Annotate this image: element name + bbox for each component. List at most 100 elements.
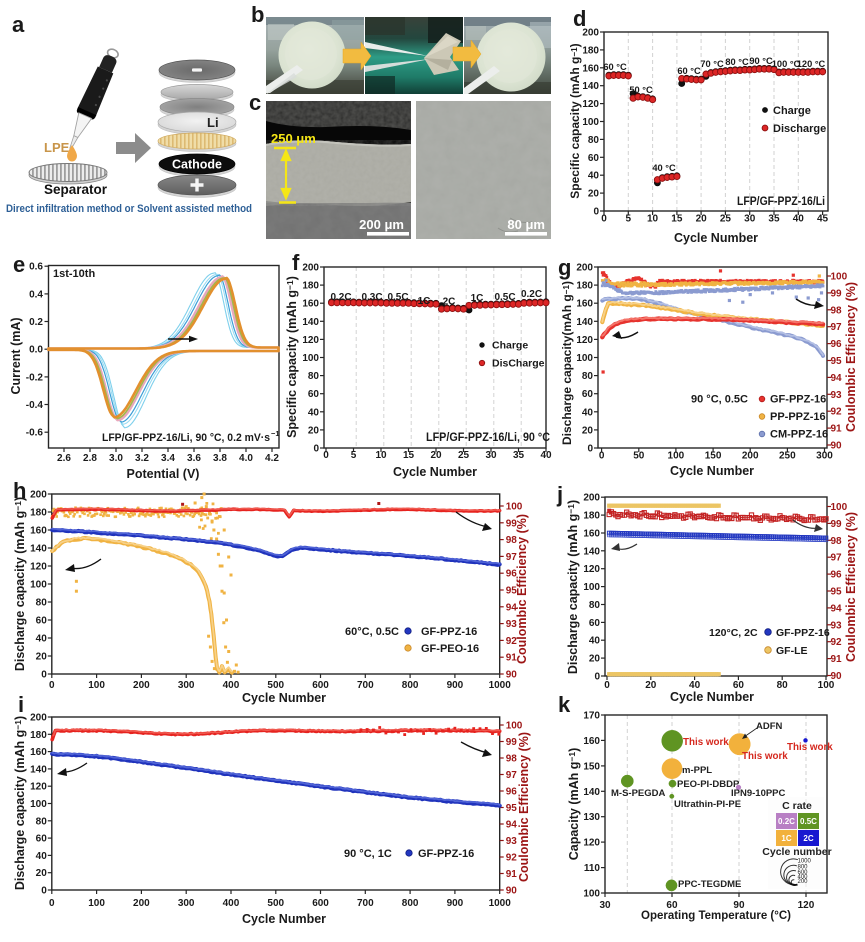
svg-text:Discharge: Discharge <box>773 123 826 135</box>
svg-text:100: 100 <box>302 353 319 364</box>
svg-text:200: 200 <box>302 263 319 274</box>
svg-text:-0.6: -0.6 <box>26 428 44 439</box>
svg-text:90 °C, 0.5C: 90 °C, 0.5C <box>691 394 748 406</box>
svg-text:60: 60 <box>36 834 48 845</box>
svg-text:0: 0 <box>594 672 600 683</box>
svg-text:Coulombic Efficiency (%): Coulombic Efficiency (%) <box>517 732 531 882</box>
svg-text:500: 500 <box>267 680 284 691</box>
svg-text:Cycle Number: Cycle Number <box>242 912 326 926</box>
svg-text:LFP/GF-PPZ-16/Li: LFP/GF-PPZ-16/Li <box>737 194 825 208</box>
svg-text:140: 140 <box>583 787 600 798</box>
svg-text:Coulombic Efficiency (%): Coulombic Efficiency (%) <box>515 514 529 664</box>
svg-text:180: 180 <box>30 730 47 741</box>
svg-text:120: 120 <box>583 838 600 849</box>
svg-text:160: 160 <box>582 63 599 74</box>
svg-text:Cycle Number: Cycle Number <box>670 464 754 478</box>
svg-text:0.5C: 0.5C <box>800 817 817 826</box>
svg-text:0: 0 <box>49 898 55 909</box>
svg-text:m-PPL: m-PPL <box>682 765 712 776</box>
svg-text:140: 140 <box>302 317 319 328</box>
svg-text:98: 98 <box>831 536 843 547</box>
svg-text:90: 90 <box>506 670 518 681</box>
svg-text:60 °C: 60 °C <box>603 62 627 72</box>
svg-text:1000: 1000 <box>489 680 512 691</box>
svg-text:Coulombic Efficiency (%): Coulombic Efficiency (%) <box>844 282 858 432</box>
svg-text:35: 35 <box>513 450 525 461</box>
svg-text:100: 100 <box>583 889 600 900</box>
svg-text:1000: 1000 <box>489 898 512 909</box>
svg-text:LFP/GF-PPZ-16/Li, 90 °C, 0.2 m: LFP/GF-PPZ-16/Li, 90 °C, 0.2 mV·s <box>102 432 270 444</box>
svg-text:GF-LE: GF-LE <box>776 645 808 657</box>
svg-text:Discharge capacity (mAh g−1): Discharge capacity (mAh g−1) <box>566 500 580 674</box>
svg-text:40: 40 <box>36 851 48 862</box>
svg-text:j: j <box>556 482 563 507</box>
svg-text:LPE: LPE <box>44 140 70 155</box>
svg-text:70 °C: 70 °C <box>700 59 724 69</box>
svg-text:Specific capacity (mAh g−1): Specific capacity (mAh g−1) <box>285 276 299 438</box>
svg-text:150: 150 <box>705 451 722 462</box>
svg-text:97: 97 <box>506 770 518 781</box>
svg-text:150: 150 <box>583 761 600 772</box>
svg-text:Capacity (mAh g−1): Capacity (mAh g−1) <box>567 748 581 861</box>
svg-text:120: 120 <box>798 900 815 911</box>
svg-text:20: 20 <box>36 868 48 879</box>
svg-text:3.8: 3.8 <box>213 453 227 464</box>
svg-text:0.2C: 0.2C <box>778 817 795 826</box>
svg-text:160: 160 <box>30 747 47 758</box>
svg-text:99: 99 <box>506 737 518 748</box>
svg-text:100: 100 <box>88 680 105 691</box>
svg-text:Discharge capacity (mAh g−1): Discharge capacity (mAh g−1) <box>13 716 27 890</box>
svg-text:0: 0 <box>587 444 593 455</box>
svg-text:95: 95 <box>506 803 518 814</box>
svg-text:180: 180 <box>576 281 593 292</box>
svg-text:Separator: Separator <box>44 182 108 197</box>
svg-text:35: 35 <box>768 214 780 225</box>
svg-text:100: 100 <box>818 680 835 691</box>
svg-text:90 °C: 90 °C <box>749 56 773 66</box>
svg-text:40: 40 <box>793 214 805 225</box>
svg-text:1C: 1C <box>471 293 484 304</box>
svg-text:200 μm: 200 μm <box>359 217 404 232</box>
svg-text:C rate: C rate <box>782 800 812 812</box>
svg-text:60: 60 <box>36 616 48 627</box>
svg-text:200: 200 <box>576 263 593 274</box>
svg-text:20: 20 <box>589 654 601 665</box>
svg-text:f: f <box>292 250 300 275</box>
svg-text:3.6: 3.6 <box>187 453 201 464</box>
svg-text:a: a <box>12 12 25 37</box>
svg-text:4.0: 4.0 <box>239 453 253 464</box>
svg-text:0.2: 0.2 <box>29 317 43 328</box>
svg-text:120 °C: 120 °C <box>797 59 826 69</box>
svg-text:93: 93 <box>831 390 843 401</box>
svg-text:500: 500 <box>267 898 284 909</box>
svg-text:0.0: 0.0 <box>29 345 43 356</box>
svg-text:40: 40 <box>588 171 600 182</box>
svg-text:80: 80 <box>582 371 594 382</box>
svg-text:80 °C: 80 °C <box>725 57 749 67</box>
svg-text:0: 0 <box>49 680 55 691</box>
svg-text:Cycle Number: Cycle Number <box>242 691 326 705</box>
svg-text:5: 5 <box>626 214 632 225</box>
svg-text:180: 180 <box>582 45 599 56</box>
svg-text:91: 91 <box>831 424 843 435</box>
svg-text:900: 900 <box>447 680 464 691</box>
svg-text:250: 250 <box>779 451 796 462</box>
svg-text:10: 10 <box>647 214 659 225</box>
svg-text:92: 92 <box>506 853 518 864</box>
svg-text:130: 130 <box>583 812 600 823</box>
svg-text:99: 99 <box>831 288 843 299</box>
svg-text:Ultrathin-PI-PE: Ultrathin-PI-PE <box>674 799 741 810</box>
svg-text:800: 800 <box>402 898 419 909</box>
svg-text:This work: This work <box>787 742 833 753</box>
svg-text:20: 20 <box>430 450 442 461</box>
svg-text:0.4: 0.4 <box>29 289 43 300</box>
svg-text:2C: 2C <box>443 297 456 308</box>
svg-text:20: 20 <box>582 425 594 436</box>
svg-text:200: 200 <box>30 490 47 501</box>
svg-text:50 °C: 50 °C <box>629 85 653 95</box>
svg-text:100: 100 <box>831 502 848 513</box>
svg-text:300: 300 <box>178 898 195 909</box>
svg-text:0.2C: 0.2C <box>521 289 542 300</box>
svg-text:0.5C: 0.5C <box>387 292 408 303</box>
svg-text:40 °C: 40 °C <box>652 163 676 173</box>
